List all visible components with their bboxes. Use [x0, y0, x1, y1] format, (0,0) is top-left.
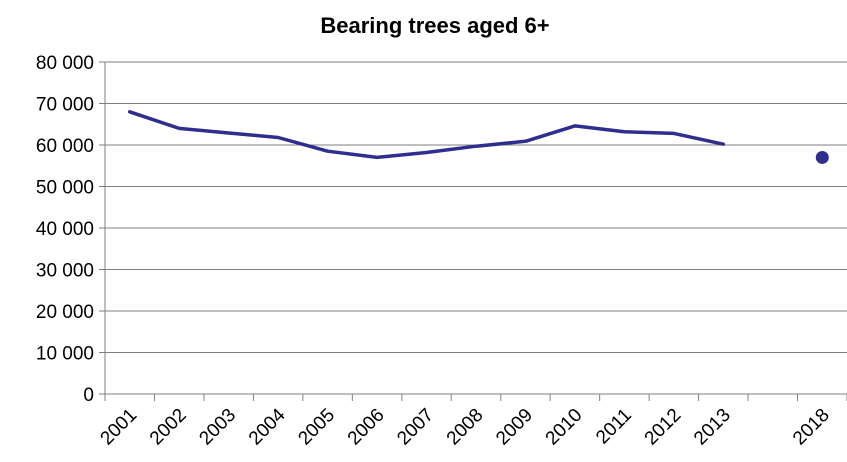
- y-tick-label: 50 000: [36, 178, 94, 199]
- x-tick-label: 2009: [492, 405, 537, 450]
- y-tick-label: 30 000: [36, 261, 94, 282]
- y-tick-label: 60 000: [36, 136, 94, 157]
- y-tick-label: 10 000: [36, 344, 94, 365]
- y-tick-label: 20 000: [36, 302, 94, 323]
- y-tick-label: 40 000: [36, 219, 94, 240]
- x-tick-label: 2010: [542, 405, 587, 450]
- x-tick-label: 2013: [690, 405, 735, 450]
- series-layer: [127, 110, 829, 164]
- axes: [99, 61, 847, 401]
- y-tick-label: 0: [83, 385, 94, 406]
- x-tick-label: 2008: [443, 405, 488, 450]
- x-tick-label: 2002: [146, 405, 191, 450]
- y-axis-ticks: 0 10 000 20 000 30 000 40 000 50 000 60 000 70 …: [36, 53, 94, 406]
- x-tick-label: 2012: [641, 405, 686, 450]
- x-tick-label: 2007: [393, 405, 438, 450]
- x-tick-label: 2011: [592, 405, 636, 449]
- gridlines: [105, 61, 847, 353]
- series-line: [127, 110, 726, 160]
- x-tick-label: 2003: [195, 405, 240, 450]
- x-tick-label: 2006: [344, 405, 389, 450]
- x-tick-label: 2018: [789, 405, 834, 450]
- y-tick-label: 70 000: [36, 95, 94, 116]
- x-tick-label: 2004: [245, 404, 290, 449]
- x-tick-label: 2001: [97, 405, 142, 450]
- data-point-marker: [815, 150, 829, 164]
- y-tick-label: 80 000: [36, 53, 94, 74]
- x-tick-label: 2005: [294, 405, 339, 450]
- x-axis-ticks: 2001 2002 2003 2004 2005 2006 2007 2008 2009 2010…: [97, 404, 834, 449]
- chart-title: Bearing trees aged 6+: [320, 13, 549, 38]
